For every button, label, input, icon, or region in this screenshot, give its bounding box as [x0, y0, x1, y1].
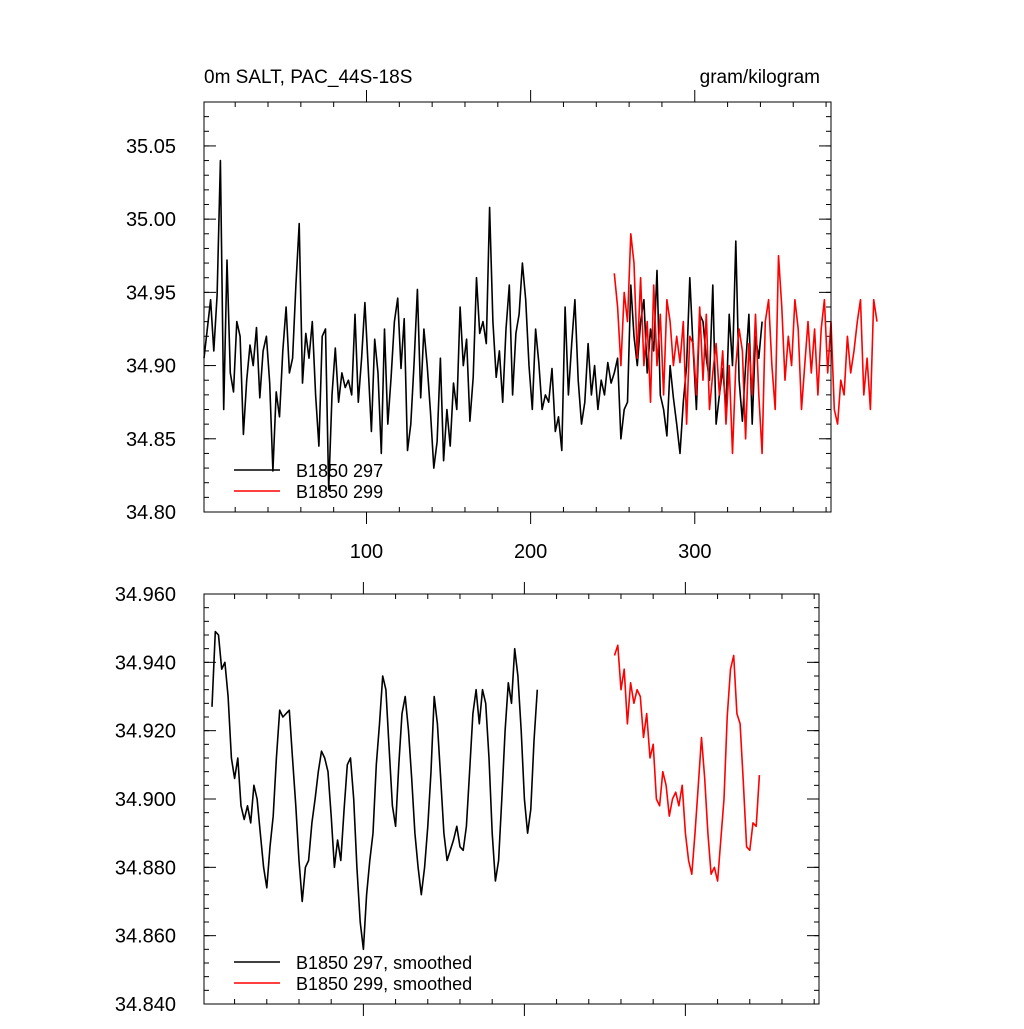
series-line-b1850-299	[613, 233, 878, 455]
x-tick-label: 200	[514, 541, 547, 563]
bottom-legend-label-299: B1850 299, smoothed	[296, 974, 472, 994]
x-tick-label: 100	[350, 541, 383, 563]
top-legend-label-297: B1850 297	[296, 461, 383, 481]
top-plot-frame	[203, 101, 832, 513]
top-chart-title: 0m SALT, PAC_44S-18S	[204, 67, 412, 88]
top-y-tick-labels: 34.80 34.85 34.90 34.95 35.00 35.05	[126, 136, 176, 524]
y-tick-label: 34.80	[126, 502, 176, 524]
series-line-b1850-297	[203, 159, 763, 491]
bottom-series-lines	[211, 630, 761, 951]
y-tick-label: 34.860	[115, 926, 176, 948]
bottom-y-tick-labels: 34.840 34.860 34.880 34.900 34.920 34.940 34.9…	[115, 584, 176, 1016]
bottom-plot-frame	[203, 593, 820, 1005]
bottom-legend-label-297: B1850 297, smoothed	[296, 953, 472, 973]
x-tick-label: 300	[678, 541, 711, 563]
top-legend: B1850 297 B1850 299	[234, 461, 383, 502]
top-panel: 0m SALT, PAC_44S-18S gram/kilogram 34.80…	[126, 67, 878, 563]
top-x-tick-labels: 100 200 300	[350, 541, 712, 563]
y-tick-label: 35.00	[126, 209, 176, 231]
y-tick-label: 34.85	[126, 429, 176, 451]
series-line-b1850-299-smoothed	[613, 644, 761, 882]
top-axis-ticks	[204, 90, 831, 524]
y-tick-label: 34.880	[115, 857, 176, 879]
top-chart-units: gram/kilogram	[700, 67, 820, 88]
y-tick-label: 34.95	[126, 282, 176, 304]
y-tick-label: 34.960	[115, 584, 176, 606]
y-tick-label: 34.920	[115, 721, 176, 743]
top-series-lines	[203, 159, 878, 491]
bottom-axis-ticks	[204, 582, 819, 1016]
y-tick-label: 34.90	[126, 356, 176, 378]
y-tick-label: 34.840	[115, 994, 176, 1016]
bottom-panel: 34.840 34.860 34.880 34.900 34.920 34.940 34.9…	[115, 582, 820, 1016]
series-line-b1850-297-smoothed	[211, 630, 539, 951]
y-tick-label: 34.940	[115, 652, 176, 674]
bottom-legend: B1850 297, smoothed B1850 299, smoothed	[234, 953, 472, 994]
top-legend-label-299: B1850 299	[296, 482, 383, 502]
y-tick-label: 34.900	[115, 789, 176, 811]
y-tick-label: 35.05	[126, 136, 176, 158]
